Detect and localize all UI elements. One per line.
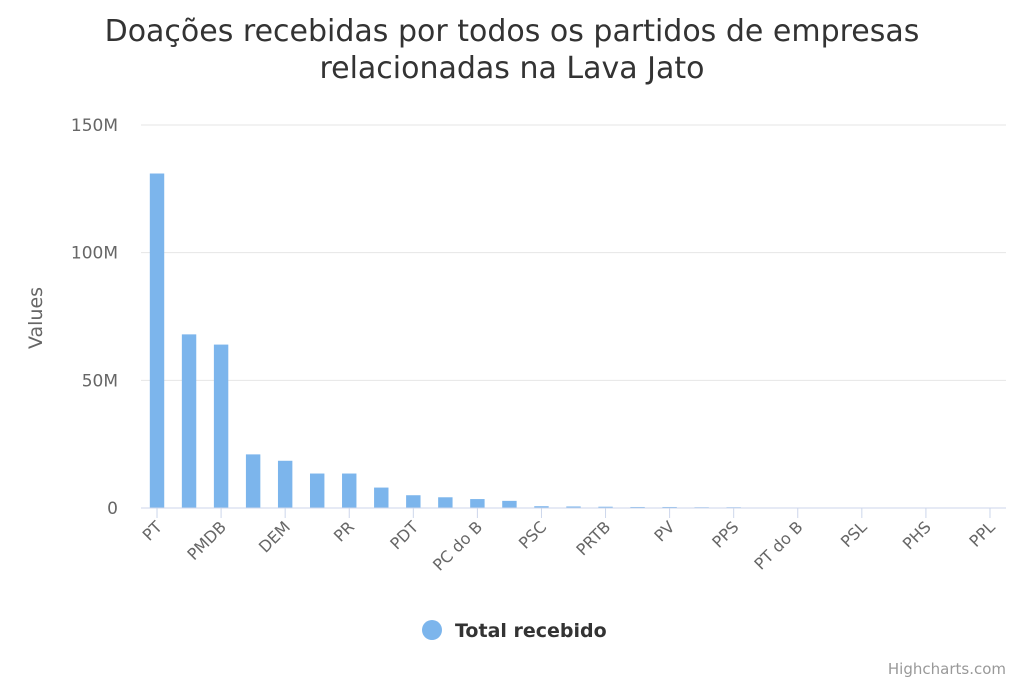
bar[interactable] [438,497,453,508]
chart-title-line-1: Doações recebidas por todos os partidos … [105,14,920,49]
x-tick-label: PT [139,517,166,544]
bar-series[interactable] [149,173,998,508]
y-tick-label: 0 [107,499,118,519]
x-tick-label: PPL [965,517,998,550]
x-tick-label: PV [650,517,678,545]
x-tick-label: PSC [515,517,550,552]
bar[interactable] [277,460,293,508]
y-axis-title: Values [25,287,47,349]
credits-link[interactable]: Highcharts.com [888,660,1006,678]
y-axis-ticks: 0 50M 100M 150M [71,116,118,519]
bar[interactable] [662,506,677,508]
x-tick-label: PMDB [183,517,229,563]
chart-title-line-2: relacionadas na Lava Jato [319,51,704,86]
x-tick-label: PPS [708,517,742,551]
x-tick-label: PSL [837,517,871,551]
legend[interactable]: Total recebido [422,620,607,642]
bar[interactable] [149,173,165,508]
bar[interactable] [534,506,549,508]
x-tick-label: PHS [899,517,935,553]
y-tick-label: 150M [71,116,118,136]
bar[interactable] [342,473,357,508]
bar[interactable] [566,506,581,508]
x-tick-label: PC do B [429,517,486,574]
bar[interactable] [630,506,645,508]
x-tick-label: DEM [255,517,294,556]
bar[interactable] [598,506,613,508]
legend-label[interactable]: Total recebido [455,620,607,642]
bar[interactable] [470,499,485,508]
x-tick-label: PT do B [750,517,806,573]
x-axis-ticks: PT PMDB DEM PR PDT PC do B PSC PRTB PV PPS PT do B… [139,508,999,575]
legend-marker-icon[interactable] [422,620,442,640]
y-tick-label: 50M [82,371,118,391]
y-tick-label: 100M [71,244,118,264]
bar[interactable] [309,473,325,508]
grid-lines [141,124,1006,381]
x-tick-label: PDT [386,517,422,553]
x-tick-label: PR [330,517,358,545]
bar[interactable] [374,487,389,508]
bar[interactable] [181,334,197,508]
bar[interactable] [502,500,517,508]
bar[interactable] [245,454,261,508]
bar[interactable] [406,495,421,508]
bar[interactable] [213,344,229,508]
x-tick-label: PRTB [572,517,614,559]
